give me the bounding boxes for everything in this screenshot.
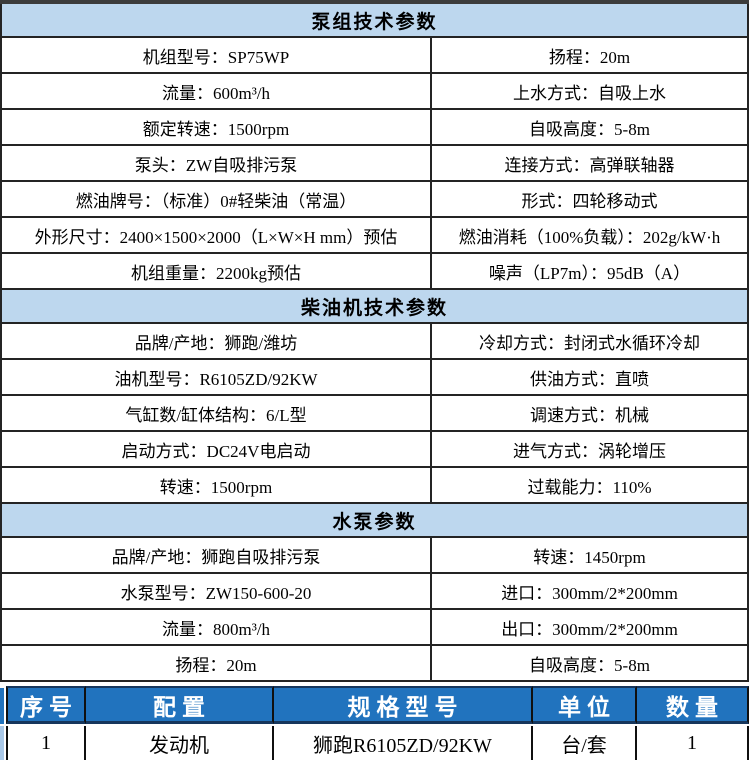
spec-cell-pump-head: 泵头：ZW自吸排污泵 <box>2 146 432 180</box>
spec-row: 机组型号：SP75WP 扬程：20m <box>2 38 747 74</box>
spec-cell-weight: 机组重量：2200kg预估 <box>2 254 432 288</box>
spec-cell-pump-speed: 转速：1450rpm <box>533 547 646 567</box>
spec-cell-form: 形式：四轮移动式 <box>521 191 658 211</box>
config-data-row: 1 发动机 狮跑R6105ZD/92KW 台/套 1 <box>6 726 749 760</box>
config-table: 序号 配置 规格型号 单位 数量 1 发动机 狮跑R6105ZD/92KW 台/… <box>6 686 749 760</box>
top-border-bar <box>0 0 749 4</box>
spec-row: 燃油牌号：（标准）0#轻柴油（常温） 形式：四轮移动式 <box>2 182 747 218</box>
spec-cell-dimensions: 外形尺寸：2400×1500×2000（L×W×H mm）预估 <box>2 218 432 252</box>
spec-row: 机组重量：2200kg预估 噪声（LP7m）：95dB（A） <box>2 254 747 290</box>
spec-row: 品牌/产地：狮跑/潍坊 冷却方式：封闭式水循环冷却 <box>2 324 747 360</box>
section-header-pump-unit: 泵组技术参数 <box>2 4 747 38</box>
spec-row: 外形尺寸：2400×1500×2000（L×W×H mm）预估 燃油消耗（100… <box>2 218 747 254</box>
left-edge-sliver-header <box>0 688 4 724</box>
spec-cell-noise: 噪声（LP7m）：95dB（A） <box>488 263 691 283</box>
spec-cell-fuel-supply: 供油方式：直喷 <box>530 369 649 389</box>
spec-row: 启动方式：DC24V电启动 进气方式：涡轮增压 <box>2 432 747 468</box>
spec-cell-cylinders: 气缸数/缸体结构：6/L型 <box>2 396 432 430</box>
config-cell-item: 发动机 <box>86 726 274 760</box>
spec-cell-pump-model: 水泵型号：ZW150-600-20 <box>2 574 432 608</box>
spec-cell-unit-model: 机组型号：SP75WP <box>2 38 432 72</box>
spec-cell-inlet: 进口：300mm/2*200mm <box>501 583 678 603</box>
spec-row: 气缸数/缸体结构：6/L型 调速方式：机械 <box>2 396 747 432</box>
spec-cell-engine-model: 油机型号：R6105ZD/92KW <box>2 360 432 394</box>
config-header-item: 配置 <box>86 686 274 724</box>
left-edge-sliver-row <box>0 726 4 760</box>
config-cell-quantity: 1 <box>637 726 749 760</box>
config-header-quantity: 数量 <box>637 686 749 724</box>
spec-row: 泵头：ZW自吸排污泵 连接方式：高弹联轴器 <box>2 146 747 182</box>
spec-cell-rated-speed: 额定转速：1500rpm <box>2 110 432 144</box>
spec-cell-engine-brand: 品牌/产地：狮跑/潍坊 <box>2 324 432 358</box>
spec-cell-intake: 进气方式：涡轮增压 <box>513 441 666 461</box>
config-header-spec: 规格型号 <box>274 686 533 724</box>
spec-row: 流量：800m³/h 出口：300mm/2*200mm <box>2 610 747 646</box>
spec-cell-fuel-consumption: 燃油消耗（100%负载）：202g/kW·h <box>458 227 721 247</box>
spec-cell-coupling: 连接方式：高弹联轴器 <box>504 155 675 175</box>
spec-cell-engine-speed: 转速：1500rpm <box>2 468 432 502</box>
config-header-unit: 单位 <box>533 686 637 724</box>
spec-row: 油机型号：R6105ZD/92KW 供油方式：直喷 <box>2 360 747 396</box>
config-cell-spec: 狮跑R6105ZD/92KW <box>274 726 533 760</box>
spec-cell-head: 扬程：20m <box>548 47 631 67</box>
config-cell-unit: 台/套 <box>533 726 637 760</box>
spec-cell-pump-suction: 自吸高度：5-8m <box>529 655 650 675</box>
spec-cell-overload: 过载能力：110% <box>527 477 652 497</box>
spec-cell-outlet: 出口：300mm/2*200mm <box>501 619 678 639</box>
spec-cell-pump-brand: 品牌/产地：狮跑自吸排污泵 <box>2 538 432 572</box>
spec-row: 品牌/产地：狮跑自吸排污泵 转速：1450rpm <box>2 538 747 574</box>
section-header-water-pump: 水泵参数 <box>2 504 747 538</box>
spec-cell-water-mode: 上水方式：自吸上水 <box>513 83 666 103</box>
spec-cell-pump-lift: 扬程：20m <box>2 646 432 680</box>
spec-cell-flow: 流量：600m³/h <box>2 74 432 108</box>
config-header-row: 序号 配置 规格型号 单位 数量 <box>6 686 749 724</box>
spec-cell-suction-height: 自吸高度：5-8m <box>529 119 650 139</box>
spec-row: 额定转速：1500rpm 自吸高度：5-8m <box>2 110 747 146</box>
spec-cell-governor: 调速方式：机械 <box>530 405 649 425</box>
config-cell-index: 1 <box>6 726 86 760</box>
spec-cell-fuel-grade: 燃油牌号：（标准）0#轻柴油（常温） <box>2 182 432 216</box>
spec-row: 水泵型号：ZW150-600-20 进口：300mm/2*200mm <box>2 574 747 610</box>
spec-table: 泵组技术参数 机组型号：SP75WP 扬程：20m 流量：600m³/h 上水方… <box>0 4 749 682</box>
spec-row: 流量：600m³/h 上水方式：自吸上水 <box>2 74 747 110</box>
section-header-diesel-engine: 柴油机技术参数 <box>2 290 747 324</box>
spec-row: 转速：1500rpm 过载能力：110% <box>2 468 747 504</box>
spec-row: 扬程：20m 自吸高度：5-8m <box>2 646 747 682</box>
spec-cell-cooling: 冷却方式：封闭式水循环冷却 <box>479 333 700 353</box>
spec-cell-start-mode: 启动方式：DC24V电启动 <box>2 432 432 466</box>
config-header-index: 序号 <box>6 686 86 724</box>
spec-cell-pump-flow: 流量：800m³/h <box>2 610 432 644</box>
